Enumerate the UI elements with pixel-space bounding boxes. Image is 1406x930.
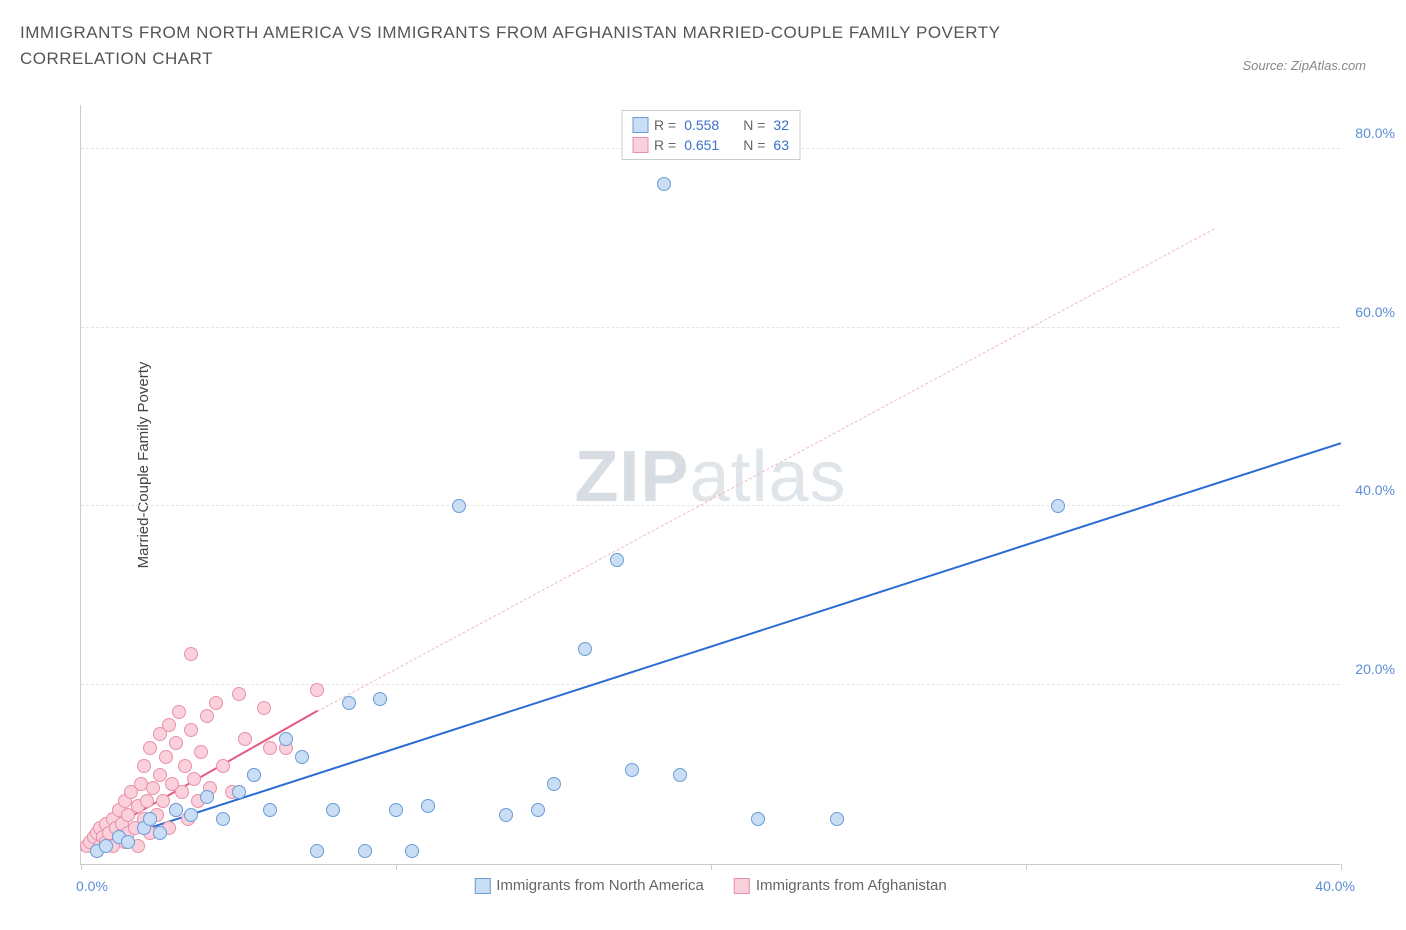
y-axis-tick-label: 60.0%: [1355, 304, 1395, 320]
grid-line: [81, 327, 1340, 328]
grid-line: [81, 684, 1340, 685]
r-label: R =: [654, 117, 676, 133]
data-point-blue: [121, 835, 135, 849]
legend-row-blue: R = 0.558 N = 32: [632, 115, 789, 135]
r-value-blue: 0.558: [684, 117, 719, 133]
data-point-pink: [257, 701, 271, 715]
data-point-blue: [184, 808, 198, 822]
data-point-blue: [673, 768, 687, 782]
data-point-blue: [358, 844, 372, 858]
legend-item-pink: Immigrants from Afghanistan: [734, 877, 947, 894]
data-point-pink: [184, 723, 198, 737]
legend-swatch-pink-icon: [734, 878, 750, 894]
data-point-blue: [247, 768, 261, 782]
data-point-pink: [216, 759, 230, 773]
data-point-blue: [751, 812, 765, 826]
x-axis-tick: [1026, 864, 1027, 870]
x-axis-tick-start: 0.0%: [76, 878, 108, 894]
data-point-pink: [187, 772, 201, 786]
data-point-pink: [153, 768, 167, 782]
data-point-blue: [263, 803, 277, 817]
x-axis-tick-end: 40.0%: [1315, 878, 1355, 894]
data-point-pink: [194, 745, 208, 759]
data-point-blue: [578, 642, 592, 656]
data-point-pink: [140, 794, 154, 808]
watermark-light: atlas: [689, 436, 846, 516]
data-point-pink: [156, 794, 170, 808]
legend-item-blue: Immigrants from North America: [474, 877, 704, 894]
data-point-blue: [200, 790, 214, 804]
data-point-blue: [99, 839, 113, 853]
n-label: N =: [743, 137, 765, 153]
data-point-blue: [547, 777, 561, 791]
x-axis-tick: [711, 864, 712, 870]
data-point-pink: [146, 781, 160, 795]
r-label: R =: [654, 137, 676, 153]
y-axis-tick-label: 20.0%: [1355, 661, 1395, 677]
data-point-blue: [216, 812, 230, 826]
data-point-pink: [238, 732, 252, 746]
x-axis-tick: [81, 864, 82, 870]
chart-container: IMMIGRANTS FROM NORTH AMERICA VS IMMIGRA…: [20, 20, 1386, 910]
data-point-pink: [175, 785, 189, 799]
y-axis-tick-label: 80.0%: [1355, 125, 1395, 141]
plot-area: ZIPatlas R = 0.558 N = 32 R = 0.651 N = …: [80, 105, 1340, 865]
data-point-pink: [143, 741, 157, 755]
watermark-bold: ZIP: [574, 436, 689, 516]
data-point-blue: [421, 799, 435, 813]
legend-label-blue: Immigrants from North America: [496, 877, 704, 894]
series-legend: Immigrants from North America Immigrants…: [474, 877, 946, 894]
data-point-blue: [143, 812, 157, 826]
data-point-blue: [1051, 499, 1065, 513]
legend-label-pink: Immigrants from Afghanistan: [756, 877, 947, 894]
n-label: N =: [743, 117, 765, 133]
data-point-pink: [232, 687, 246, 701]
data-point-blue: [373, 692, 387, 706]
legend-swatch-blue-icon: [474, 878, 490, 894]
data-point-pink: [310, 683, 324, 697]
data-point-blue: [310, 844, 324, 858]
correlation-legend: R = 0.558 N = 32 R = 0.651 N = 63: [621, 110, 800, 160]
y-axis-tick-label: 40.0%: [1355, 482, 1395, 498]
data-point-blue: [610, 553, 624, 567]
data-point-pink: [178, 759, 192, 773]
data-point-pink: [184, 647, 198, 661]
legend-row-pink: R = 0.651 N = 63: [632, 135, 789, 155]
x-axis-tick: [1341, 864, 1342, 870]
data-point-blue: [279, 732, 293, 746]
data-point-blue: [625, 763, 639, 777]
data-point-pink: [263, 741, 277, 755]
data-point-blue: [295, 750, 309, 764]
data-point-pink: [137, 759, 151, 773]
data-point-pink: [162, 718, 176, 732]
data-point-pink: [159, 750, 173, 764]
data-point-blue: [389, 803, 403, 817]
n-value-blue: 32: [773, 117, 789, 133]
r-value-pink: 0.651: [684, 137, 719, 153]
data-point-blue: [342, 696, 356, 710]
data-point-blue: [405, 844, 419, 858]
data-point-blue: [452, 499, 466, 513]
data-point-pink: [209, 696, 223, 710]
data-point-blue: [531, 803, 545, 817]
data-point-blue: [232, 785, 246, 799]
data-point-blue: [657, 177, 671, 191]
data-point-pink: [172, 705, 186, 719]
data-point-pink: [169, 736, 183, 750]
n-value-pink: 63: [773, 137, 789, 153]
legend-swatch-blue: [632, 117, 648, 133]
chart-title: IMMIGRANTS FROM NORTH AMERICA VS IMMIGRA…: [20, 20, 1120, 71]
x-axis-tick: [396, 864, 397, 870]
data-point-blue: [499, 808, 513, 822]
data-point-blue: [830, 812, 844, 826]
source-attribution: Source: ZipAtlas.com: [1242, 58, 1366, 73]
data-point-pink: [200, 709, 214, 723]
data-point-blue: [153, 826, 167, 840]
data-point-blue: [169, 803, 183, 817]
data-point-blue: [326, 803, 340, 817]
trend-line-extrapolated: [317, 228, 1215, 712]
legend-swatch-pink: [632, 137, 648, 153]
